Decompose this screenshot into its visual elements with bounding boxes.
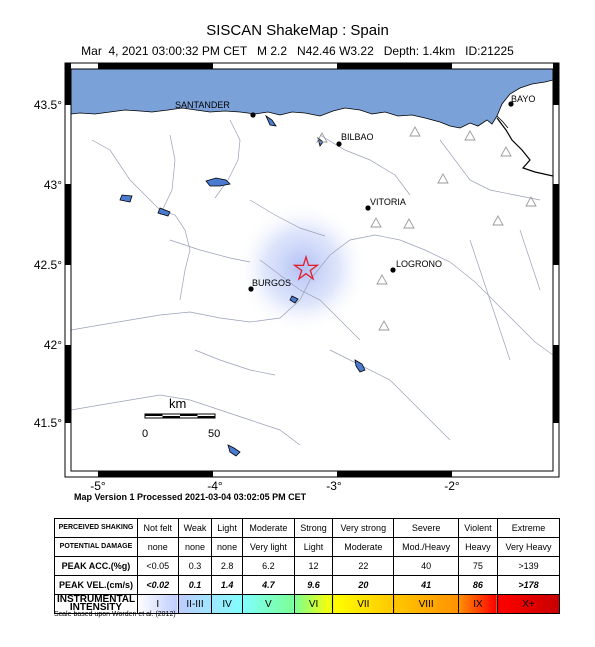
- city-label-bilbao: BILBAO: [341, 132, 374, 142]
- epicenter-star: [292, 254, 320, 281]
- legend-row-shaking: PERCEIVED SHAKING Not felt Weak Light Mo…: [54, 518, 560, 538]
- legend-cell: none: [177, 537, 213, 557]
- lat-label: 43°: [44, 178, 62, 192]
- lat-label: 42°: [44, 338, 62, 352]
- city-label-burgos: BURGOS: [252, 278, 291, 288]
- lon-label: -4°: [207, 479, 223, 493]
- legend-cell: none: [211, 537, 243, 557]
- legend-row-damage: POTENTIAL DAMAGE none none none Very lig…: [54, 537, 560, 557]
- legend-cell: 86: [457, 575, 499, 595]
- lon-label: -5°: [90, 479, 106, 493]
- legend-cell: Heavy: [457, 537, 499, 557]
- legend-cell: Very Heavy: [497, 537, 560, 557]
- legend-cell: 75: [457, 556, 499, 576]
- legend-cell: Light: [293, 537, 334, 557]
- legend-cell: 2.8: [211, 556, 243, 576]
- latitude-labels: 43.5° 43° 42.5° 42° 41.5°: [34, 98, 62, 430]
- legend-cell: Mod./Heavy: [393, 537, 459, 557]
- intensity-cell: I: [136, 594, 179, 614]
- legend-cell: 0.3: [177, 556, 213, 576]
- city-dot-vitoria: [365, 205, 371, 211]
- shakemap-map: SANTANDER BILBAO BAYO VITORIA LOGRONO BU…: [34, 62, 560, 493]
- processed-note: Map Version 1 Processed 2021-03-04 03:02…: [74, 492, 307, 502]
- legend-cell: Strong: [293, 518, 334, 538]
- legend-cell: >178: [497, 575, 560, 595]
- legend-cell: >139: [497, 556, 560, 576]
- intensity-cell: VII: [332, 594, 395, 614]
- legend-cell: Moderate: [241, 518, 295, 538]
- legend-cell: 41: [393, 575, 459, 595]
- row-header: INSTRUMENTAL INTENSITY: [54, 594, 138, 614]
- legend-cell: Violent: [457, 518, 499, 538]
- map-frame: [64, 62, 560, 478]
- legend-cell: none: [136, 537, 179, 557]
- city-dot-bayonne: [508, 101, 514, 107]
- city-dot-santander: [250, 112, 256, 118]
- scale-unit: km: [169, 396, 186, 411]
- legend-cell: Very strong: [332, 518, 395, 538]
- legend-cell: Extreme: [497, 518, 560, 538]
- event-info: Mar 4, 2021 03:00:32 PM CET M 2.2 N42.46…: [81, 44, 514, 58]
- intensity-cell: IV: [211, 594, 243, 614]
- longitude-labels: -5° -4° -3° -2°: [90, 479, 460, 493]
- legend-row-intensity: INSTRUMENTAL INTENSITY I II-III IV V VI …: [54, 594, 560, 614]
- legend-cell: 0.1: [177, 575, 213, 595]
- legend-row-peak-vel: PEAK VEL.(cm/s) <0.02 0.1 1.4 4.7 9.6 20…: [54, 575, 560, 595]
- legend-cell: Moderate: [332, 537, 395, 557]
- row-header: POTENTIAL DAMAGE: [54, 537, 138, 557]
- cities: SANTANDER BILBAO BAYO VITORIA LOGRONO BU…: [175, 94, 535, 292]
- city-dot-logrono: [390, 267, 396, 273]
- row-header: PEAK VEL.(cm/s): [54, 575, 138, 595]
- city-dot-burgos: [248, 286, 254, 292]
- lat-label: 42.5°: [34, 258, 62, 272]
- lon-label: -3°: [326, 479, 342, 493]
- coastline-river-mouth: [496, 115, 509, 129]
- city-label-logrono: LOGRONO: [396, 259, 442, 269]
- row-header: PEAK ACC.(%g): [54, 556, 138, 576]
- city-label-vitoria: VITORIA: [370, 197, 406, 207]
- legend-cell: 40: [393, 556, 459, 576]
- legend-cell: <0.05: [136, 556, 179, 576]
- intensity-cell: IX: [457, 594, 499, 614]
- legend-cell: 4.7: [241, 575, 295, 595]
- legend-cell: 12: [293, 556, 334, 576]
- sea: [71, 69, 553, 129]
- legend-cell: 6.2: [241, 556, 295, 576]
- legend-cell: Severe: [393, 518, 459, 538]
- legend-cell: Not felt: [136, 518, 179, 538]
- legend-cell: 1.4: [211, 575, 243, 595]
- rivers: [71, 119, 553, 446]
- legend-cell: Weak: [177, 518, 213, 538]
- city-dot-bilbao: [336, 141, 342, 147]
- lat-label: 43.5°: [34, 98, 62, 112]
- scale-start: 0: [142, 428, 148, 440]
- city-label-bayonne: BAYO: [511, 94, 535, 104]
- intensity-halo: [236, 202, 368, 334]
- legend-cell: Light: [211, 518, 243, 538]
- map-title: SISCAN ShakeMap : Spain: [206, 22, 389, 39]
- national-border: [496, 117, 553, 177]
- city-label-santander: SANTANDER: [175, 100, 230, 110]
- intensity-cell: VI: [293, 594, 334, 614]
- lon-label: -2°: [444, 479, 460, 493]
- legend-cell: Very light: [241, 537, 295, 557]
- intensity-cell: II-III: [177, 594, 213, 614]
- lat-label: 41.5°: [34, 416, 62, 430]
- scale-bar: km 0 50: [142, 396, 220, 440]
- seismic-stations: [316, 126, 537, 331]
- row-header: PERCEIVED SHAKING: [54, 518, 138, 538]
- legend-cell: 9.6: [293, 575, 334, 595]
- legend-row-peak-acc: PEAK ACC.(%g) <0.05 0.3 2.8 6.2 12 22 40…: [54, 556, 560, 576]
- legend-cell: <0.02: [136, 575, 179, 595]
- intensity-cell: X+: [497, 594, 560, 614]
- intensity-legend-table: PERCEIVED SHAKING Not felt Weak Light Mo…: [54, 518, 560, 614]
- intensity-cell: V: [241, 594, 295, 614]
- scale-end: 50: [208, 428, 220, 440]
- reservoirs: [119, 114, 366, 457]
- legend-cell: 20: [332, 575, 395, 595]
- legend-cell: 22: [332, 556, 395, 576]
- scale-note: Scale based upon Worden et al. (2012): [54, 611, 176, 618]
- intensity-cell: VIII: [393, 594, 459, 614]
